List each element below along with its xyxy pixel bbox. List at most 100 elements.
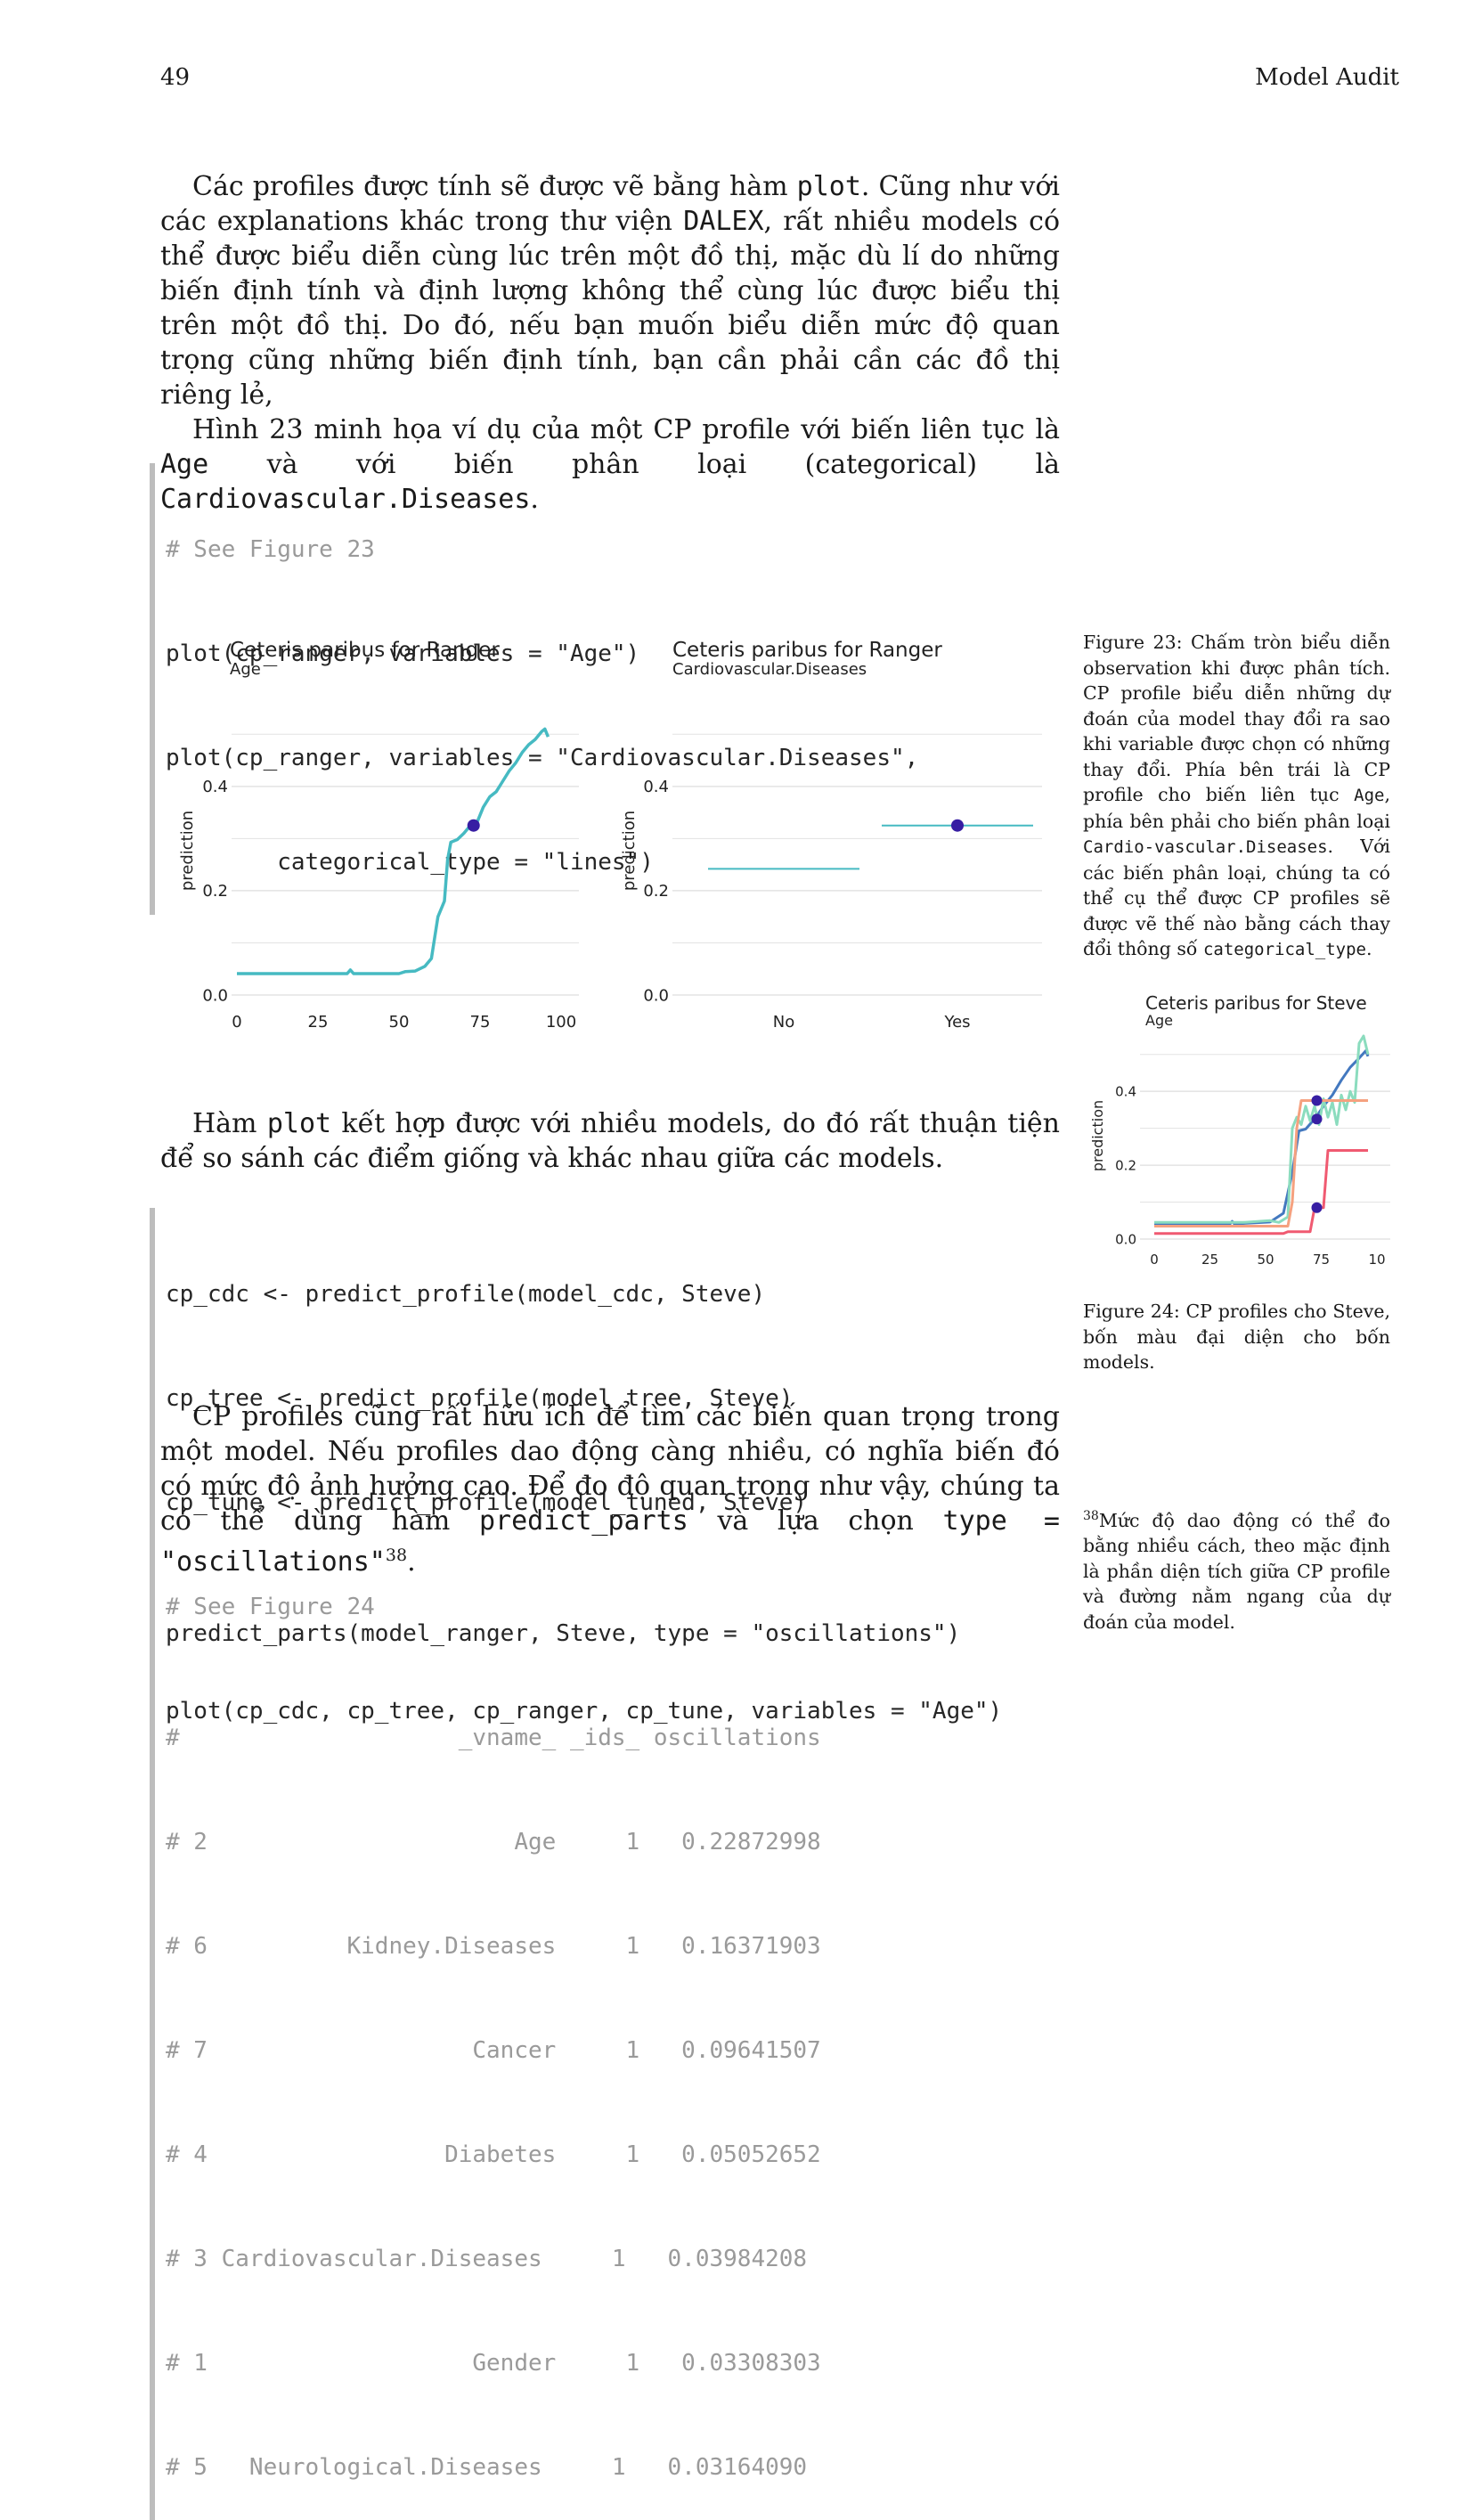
- observation-point: [951, 819, 964, 832]
- page-number: 49: [160, 64, 191, 91]
- code-line: # 4 Diabetes 1 0.05052652: [166, 2141, 821, 2168]
- text: .: [530, 484, 539, 515]
- code-line: # _vname_ _ids_ oscillations: [166, 1725, 821, 1751]
- figure-24-chart: Ceteris paribus for Steve Age 0.00.20.4 …: [1089, 992, 1390, 1268]
- x-tick-label: 0: [1150, 1252, 1159, 1268]
- chart-title: Ceteris paribus for Ranger: [672, 639, 942, 662]
- text: , rất nhiều models có thể được biểu diễn…: [160, 206, 1061, 411]
- paragraph-compare-models: Hàm plot kết hợp được với nhiều models, …: [160, 1106, 1060, 1176]
- y-tick-label: 0.4: [643, 778, 669, 796]
- y-tick-label: 0.4: [202, 778, 228, 796]
- footnote-number: 38: [1083, 1509, 1099, 1523]
- text: .: [407, 1546, 416, 1578]
- inline-code: Age: [1354, 786, 1385, 805]
- footnote-mark: 38: [385, 1545, 408, 1565]
- y-tick-label: 0.2: [202, 882, 228, 901]
- running-title: Model Audit: [1255, 64, 1399, 91]
- text: và với biến phân loại (categorical) là: [208, 449, 1060, 480]
- y-ticks: 0.0 0.2 0.4: [202, 778, 228, 1005]
- code-line: plot(cp_cdc, cp_tree, cp_ranger, cp_tune…: [166, 1698, 1003, 1725]
- y-tick-label: 0.2: [643, 882, 669, 901]
- chart-subtitle: Age: [230, 660, 261, 679]
- y-tick-label: 0.0: [643, 986, 669, 1005]
- code-line: categorical_type = "lines"): [166, 849, 654, 876]
- paragraph-oscillations: CP profiles cũng rất hữu ích để tìm các …: [160, 1399, 1060, 1579]
- code-line: # See Figure 23: [166, 536, 375, 563]
- chart-subtitle: Age: [1145, 1012, 1173, 1029]
- footnote-text: Mức độ dao động có thể đo bằng nhiều các…: [1083, 1509, 1390, 1633]
- observation-point: [1311, 1202, 1323, 1213]
- paragraph-plot-intro: Các profiles được tính sẽ được vẽ bằng h…: [160, 169, 1060, 517]
- y-tick-label: 0.4: [1115, 1083, 1136, 1099]
- code-block-oscillations: predict_parts(model_ranger, Steve, type …: [150, 1547, 960, 2520]
- y-tick-label: 0.0: [1115, 1231, 1136, 1247]
- chart-title: Ceteris paribus for Ranger: [230, 639, 500, 662]
- code-line: # 3 Cardiovascular.Diseases 1 0.03984208: [166, 2246, 808, 2272]
- y-tick-label: 0.2: [1115, 1157, 1136, 1173]
- y-axis-label: prediction: [620, 811, 639, 891]
- y-ticks: 0.0 0.2 0.4: [643, 778, 669, 1005]
- inline-code: predict_parts: [478, 1505, 688, 1537]
- text: Hình 23 minh họa ví dụ của một CP profil…: [192, 414, 1060, 445]
- y-tick-label: 0.0: [202, 986, 228, 1005]
- text: Figure 23: Chấm tròn biểu diễn observati…: [1083, 632, 1390, 805]
- code-line: cp_tree <- predict_profile(model_tree, S…: [166, 1385, 794, 1412]
- text: . Với các biến phân loại, chúng ta có th…: [1083, 836, 1390, 959]
- inline-code: Age: [160, 449, 209, 480]
- grid: [1140, 1054, 1390, 1240]
- chart-subtitle: Cardiovascular.Diseases: [672, 660, 867, 679]
- x-tick-label: 0: [232, 1013, 241, 1032]
- code-line: # 1 Gender 1 0.03308303: [166, 2350, 821, 2377]
- text: Các profiles được tính sẽ được vẽ bằng h…: [192, 171, 797, 202]
- figure-24-caption: Figure 24: CP profiles cho Steve, bốn mà…: [1083, 1301, 1390, 1373]
- x-tick-label: 50: [1257, 1252, 1274, 1268]
- inline-code: DALEX: [683, 206, 764, 237]
- code-line: # See Figure 24: [166, 1594, 375, 1620]
- series: [1154, 1034, 1370, 1236]
- profile-line-red: [1154, 1149, 1368, 1236]
- text: kết hợp được với nhiều models, do đó rất…: [160, 1108, 1061, 1174]
- code-line: predict_parts(model_ranger, Steve, type …: [166, 1620, 961, 1647]
- inline-code: plot: [796, 171, 861, 202]
- inline-code: type = "oscillations": [160, 1505, 1060, 1578]
- x-tick-label: 75: [1313, 1252, 1330, 1268]
- x-tick-label: Yes: [943, 1013, 970, 1032]
- figure-23-caption: Figure 23: Chấm tròn biểu diễn observati…: [1083, 630, 1390, 963]
- text: và lựa chọn: [688, 1505, 943, 1537]
- code-line: # 7 Cancer 1 0.09641507: [166, 2037, 821, 2064]
- x-tick-label: 50: [389, 1013, 410, 1032]
- chart-cardiovascular: Ceteris paribus for Ranger Cardiovascula…: [620, 639, 1042, 1032]
- text: . Cũng như với các explanations khác tro…: [160, 171, 1060, 237]
- footnote-38: 38Mức độ dao động có thể đo bằng nhiều c…: [1083, 1504, 1390, 1635]
- code-line: cp_cdc <- predict_profile(model_cdc, Ste…: [166, 1281, 766, 1308]
- profile-line: [237, 727, 550, 975]
- text: , phía bên phải cho biến phân loại: [1083, 784, 1390, 832]
- code-line: plot(cp_ranger, variables = "Age"): [166, 640, 640, 667]
- x-tick-label: 75: [470, 1013, 491, 1032]
- inline-code: Cardiovascular.Diseases: [160, 484, 531, 515]
- code-block-figure23: # See Figure 23 plot(cp_ranger, variable…: [150, 463, 918, 915]
- text: Hàm: [192, 1108, 267, 1139]
- code-block-figure24: cp_cdc <- predict_profile(model_cdc, Ste…: [150, 1208, 1002, 1764]
- x-ticks: 0 25 50 75 100: [232, 1013, 576, 1032]
- chart-age: Ceteris paribus for Ranger Age 0.0 0.2 0.4…: [178, 639, 579, 1032]
- series: [708, 819, 1033, 870]
- observation-point: [467, 819, 480, 832]
- chart-title: Ceteris paribus for Steve: [1145, 992, 1367, 1014]
- profile-line-mint: [1154, 1034, 1370, 1224]
- code-line: plot(cp_ranger, variables = "Cardiovascu…: [166, 745, 919, 771]
- inline-code: Cardio-vascular.Diseases: [1083, 837, 1328, 857]
- x-tick-label: No: [773, 1013, 794, 1032]
- x-ticks: No Yes: [773, 1013, 971, 1032]
- grid: [672, 733, 1042, 996]
- x-ticks: 0 25 50 75 10: [1150, 1252, 1385, 1268]
- code-line: # 2 Age 1 0.22872998: [166, 1829, 821, 1855]
- inline-code: plot: [266, 1108, 332, 1139]
- text: .: [1365, 938, 1372, 959]
- x-tick-label: 25: [308, 1013, 329, 1032]
- grid: [232, 733, 579, 996]
- observation-point: [1311, 1113, 1323, 1125]
- x-tick-label: 100: [546, 1013, 576, 1032]
- y-axis-label: prediction: [1089, 1100, 1106, 1171]
- inline-code: categorical_type: [1202, 940, 1366, 959]
